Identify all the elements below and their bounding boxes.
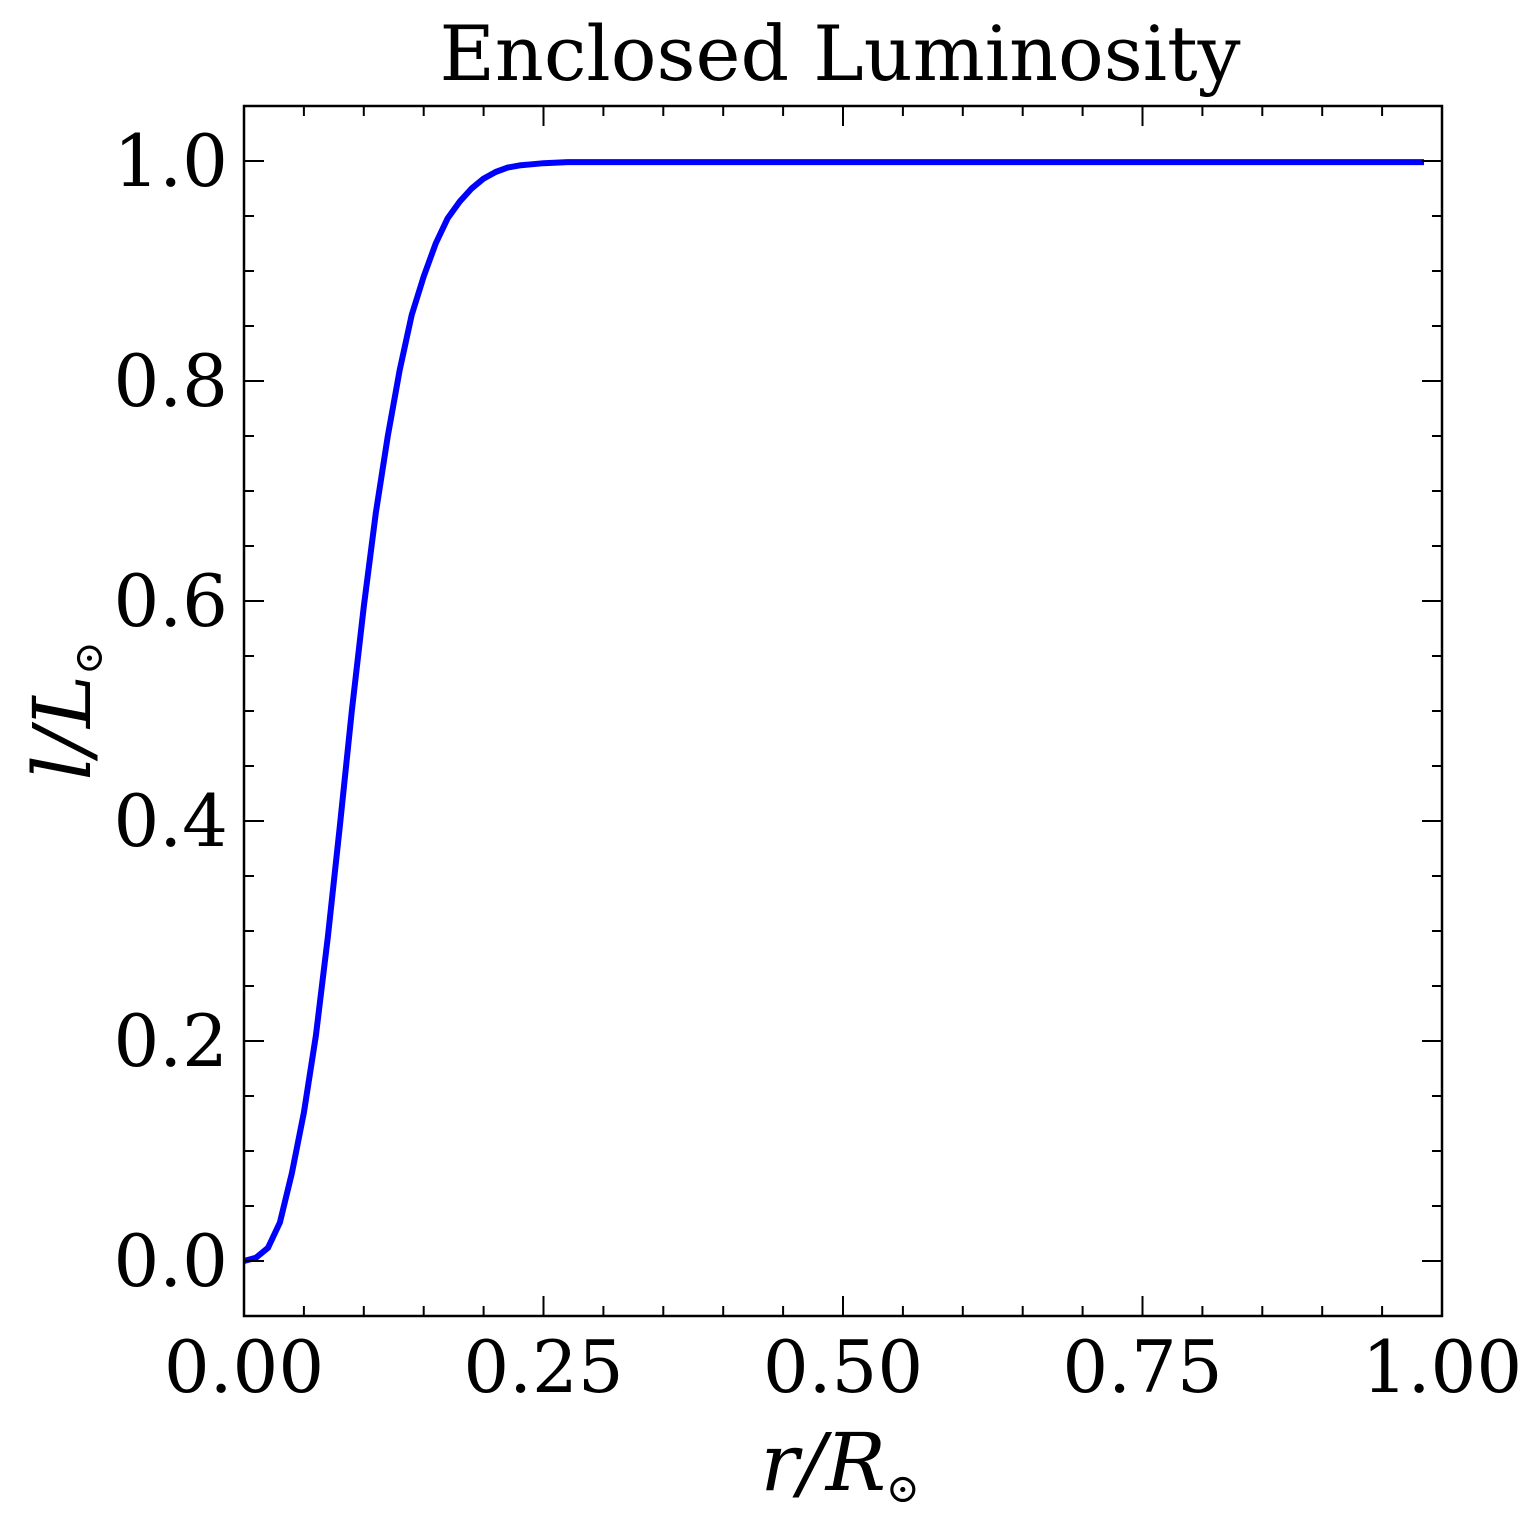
x-tick-label: 0.75 bbox=[1062, 1325, 1222, 1409]
y-tick-label: 0.6 bbox=[113, 559, 228, 643]
x-axis-label: r/R⊙ bbox=[761, 1416, 920, 1512]
x-tick-label: 1.00 bbox=[1362, 1325, 1522, 1409]
y-axis-label-subscript: ⊙ bbox=[66, 641, 112, 675]
x-axis-label-subscript: ⊙ bbox=[886, 1466, 920, 1512]
x-tick-label: 0.50 bbox=[763, 1325, 923, 1409]
y-tick-label: 1.0 bbox=[113, 119, 228, 203]
series-line-luminosity bbox=[243, 159, 1424, 1264]
y-tick-label: 0.4 bbox=[113, 779, 228, 863]
plot-frame bbox=[242, 104, 1444, 1318]
y-tick-label: 0.8 bbox=[113, 339, 228, 423]
plot-area bbox=[242, 104, 1444, 1318]
y-tick-labels: 0.0 0.2 0.4 0.6 0.8 1.0 bbox=[113, 119, 228, 1303]
y-axis-label: l/L⊙ bbox=[16, 641, 112, 780]
x-axis-label-main: r/R bbox=[761, 1416, 886, 1509]
x-tick-labels: 0.00 0.25 0.50 0.75 1.00 bbox=[164, 1325, 1522, 1409]
y-tick-label: 0.0 bbox=[113, 1219, 228, 1303]
y-tick-label: 0.2 bbox=[113, 999, 228, 1083]
axis-ticks bbox=[243, 105, 1443, 1317]
chart-title: Enclosed Luminosity bbox=[439, 9, 1240, 98]
y-axis-label-main: l/L bbox=[16, 675, 109, 781]
x-tick-label: 0.00 bbox=[164, 1325, 324, 1409]
x-tick-label: 0.25 bbox=[463, 1325, 623, 1409]
